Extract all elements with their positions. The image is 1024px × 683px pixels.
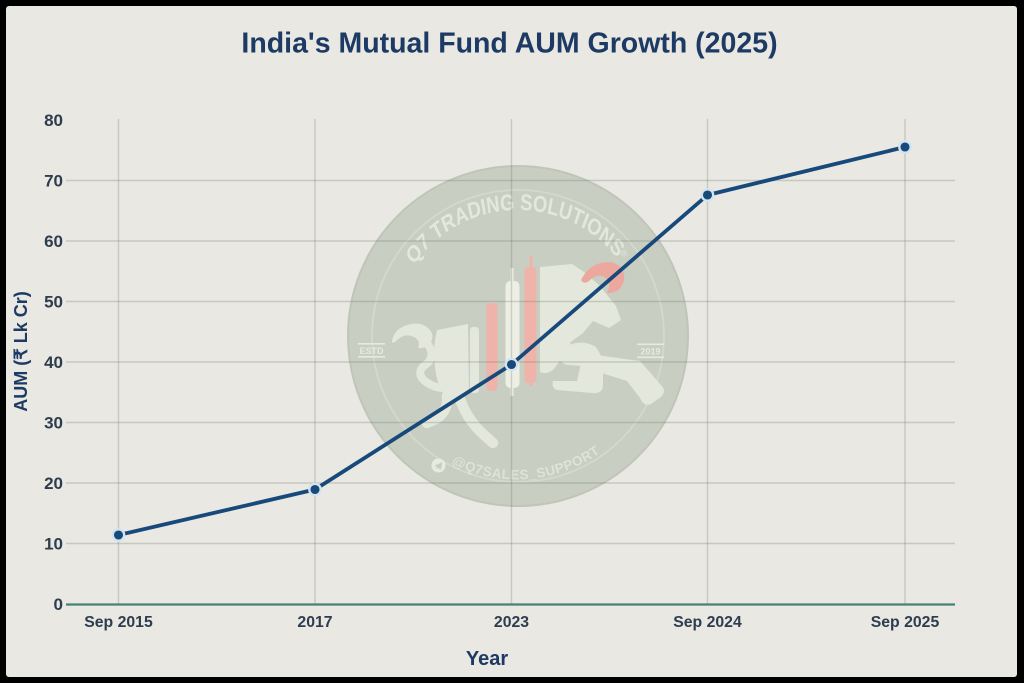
- svg-text:40: 40: [44, 353, 63, 372]
- svg-text:Sep 2024: Sep 2024: [673, 614, 742, 631]
- svg-text:60: 60: [44, 232, 63, 251]
- svg-text:70: 70: [44, 172, 63, 191]
- svg-text:80: 80: [44, 111, 63, 130]
- svg-text:India's Mutual Fund AUM Growth: India's Mutual Fund AUM Growth (2025): [241, 28, 777, 60]
- svg-text:2017: 2017: [297, 614, 332, 631]
- svg-text:Sep 2025: Sep 2025: [871, 614, 940, 631]
- svg-text:Sep 2015: Sep 2015: [84, 614, 153, 631]
- svg-text:50: 50: [44, 293, 63, 312]
- svg-text:AUM (₹ Lk Cr): AUM (₹ Lk Cr): [11, 291, 31, 411]
- svg-text:20: 20: [44, 474, 63, 493]
- svg-text:2023: 2023: [494, 614, 529, 631]
- svg-text:2019: 2019: [640, 347, 660, 357]
- svg-text:30: 30: [44, 414, 63, 433]
- svg-text:ESTD: ESTD: [359, 346, 384, 356]
- svg-text:0: 0: [54, 595, 63, 614]
- svg-text:Year: Year: [466, 648, 508, 670]
- svg-text:®: ®: [621, 249, 628, 260]
- svg-text:10: 10: [44, 535, 63, 554]
